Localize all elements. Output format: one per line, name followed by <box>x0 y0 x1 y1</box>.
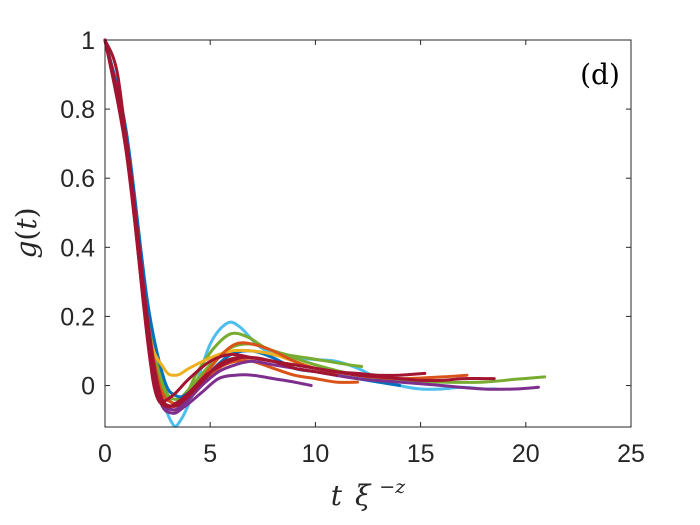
x-tick-label: 25 <box>617 440 645 468</box>
axes-box <box>104 39 632 428</box>
series-layer <box>103 38 547 428</box>
x-axis-title-exponent: −z <box>379 476 406 498</box>
y-tick-label: 0.4 <box>60 234 95 262</box>
x-tick-label: 20 <box>512 440 540 468</box>
y-tick-labels: 0 0.2 0.4 0.6 0.8 1 <box>60 27 95 401</box>
y-tick-label: 1 <box>81 27 95 55</box>
y-axis-title-close: ) <box>10 207 43 218</box>
tick-layer <box>104 39 632 427</box>
y-axis-title-g: g <box>10 241 43 259</box>
series-line-series-12 <box>103 38 338 403</box>
x-tick-labels: 0 5 10 15 20 25 <box>98 440 645 468</box>
x-axis-title-xi: ξ <box>355 479 372 512</box>
y-tick-label: 0.2 <box>60 303 95 331</box>
x-tick-label: 5 <box>203 440 217 468</box>
x-tick-label: 10 <box>301 440 329 468</box>
y-tick-label: 0.6 <box>60 165 95 193</box>
x-tick-label: 0 <box>98 440 112 468</box>
x-axis-title: t ξ −z <box>331 476 406 512</box>
x-axis-title-t: t <box>331 479 343 512</box>
y-axis-title: g(t) <box>10 207 43 258</box>
y-tick-label: 0.8 <box>60 96 95 124</box>
y-axis-title-t: t <box>10 218 43 230</box>
plot-area <box>105 40 631 427</box>
x-tick-label: 15 <box>407 440 435 468</box>
y-axis-title-open: ( <box>10 230 43 241</box>
y-tick-label: 0 <box>81 373 95 401</box>
panel-label: (d) <box>580 58 620 91</box>
